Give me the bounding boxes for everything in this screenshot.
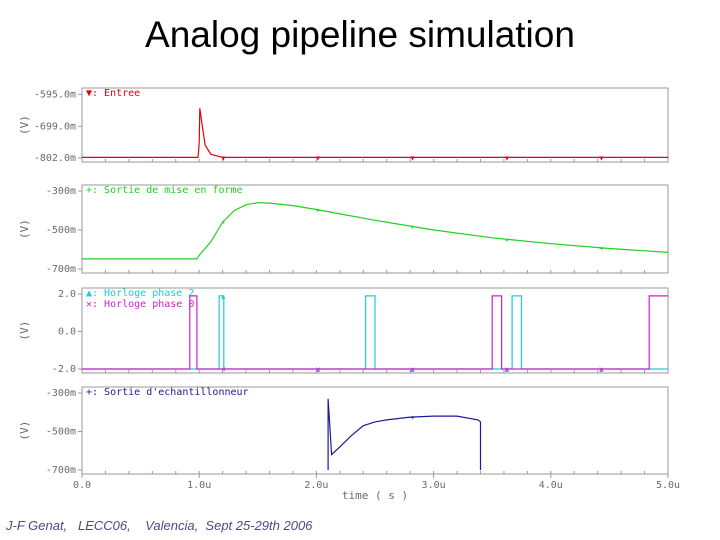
series-marker: ▲ xyxy=(220,294,227,301)
x-tick-label: 3.0u xyxy=(422,480,446,491)
series-marker: ▼ xyxy=(503,155,510,162)
series-line-1 xyxy=(82,108,668,158)
y-tick-label: -2.0 xyxy=(52,364,76,375)
y-tick-label: -700m xyxy=(46,465,76,476)
series-marker: ▼ xyxy=(314,155,321,162)
legend-entry: +: Sortie d'echantillonneur xyxy=(86,387,249,398)
y-tick-label: -300m xyxy=(46,388,76,399)
series-marker: + xyxy=(410,224,414,231)
x-tick-label: 5.0u xyxy=(656,480,680,491)
x-axis-title: time ( s ) xyxy=(342,489,408,502)
series-marker: + xyxy=(410,415,414,422)
series-marker: + xyxy=(316,208,320,215)
series-marker: ▼ xyxy=(220,155,227,162)
panel-frame xyxy=(81,287,669,374)
series-line-2 xyxy=(82,295,668,370)
panel-2: -300m -500m -700m (V) +: Sortie de mise en f… xyxy=(18,184,669,275)
y-axis-title: (V) xyxy=(18,115,31,135)
series-marker: ▼ xyxy=(409,155,416,162)
legend-entry: ✕: Horloge phase 0 xyxy=(86,299,194,310)
panel-frame xyxy=(81,386,669,475)
x-tick-label: 0.0 xyxy=(73,480,91,491)
series-line-1 xyxy=(82,202,669,260)
series-marker: ▲ xyxy=(503,367,510,374)
panel-4: -300m -500m -700m (V) +: Sortie d'echantillo… xyxy=(18,386,669,476)
y-tick-label: -500m xyxy=(46,427,76,438)
legend-entry: ▼: Entree xyxy=(86,88,140,99)
y-tick-label: -595.0m xyxy=(34,89,76,100)
series-marker: + xyxy=(599,246,603,253)
series-marker: ✕ xyxy=(315,367,321,374)
y-axis-title: (V) xyxy=(18,219,31,239)
series-marker: ✕ xyxy=(504,367,510,374)
series-marker: + xyxy=(221,219,225,226)
panel-frame xyxy=(81,184,669,274)
y-tick-label: -700m xyxy=(46,264,76,275)
x-tick-label: 1.0u xyxy=(187,480,211,491)
series-line-1 xyxy=(327,398,482,470)
y-tick-label: -500m xyxy=(46,225,76,236)
legend-entry: +: Sortie de mise en forme xyxy=(86,185,243,196)
y-tick-label: -699.0m xyxy=(34,121,76,132)
x-tick-label: 2.0u xyxy=(304,480,328,491)
y-tick-label: -300m xyxy=(46,186,76,197)
panel-3: 2.0 0.0 -2.0 (V) ▲: Horloge phase 2 ▲ ▲ ▲ ▲ ▲ ✕: H… xyxy=(18,287,669,375)
x-tick-label: 4.0u xyxy=(539,480,563,491)
series-marker: + xyxy=(505,237,509,244)
series-marker: ▲ xyxy=(314,367,321,374)
series-marker: ✕ xyxy=(409,367,415,374)
series-marker: ▼ xyxy=(598,155,605,162)
y-tick-label: 2.0 xyxy=(58,289,76,300)
slide-footer: J-F Genat, LECC06, Valencia, Sept 25-29t… xyxy=(6,518,313,533)
y-tick-label: 0.0 xyxy=(58,327,76,338)
panel-frame xyxy=(81,87,669,163)
legend-entry: ▲: Horloge phase 2 xyxy=(86,288,194,299)
series-marker: ▲ xyxy=(598,367,605,374)
series-marker: ✕ xyxy=(220,367,226,374)
series-marker: ✕ xyxy=(599,367,605,374)
series-line-1 xyxy=(82,295,668,370)
y-axis-title: (V) xyxy=(18,321,31,341)
y-axis-title: (V) xyxy=(18,421,31,441)
series-marker: ▲ xyxy=(409,367,416,374)
panel-1: -595.0m -699.0m -802.0m (V) ▼: Entree ▼ ▼ ▼ ▼ ▼ xyxy=(18,87,669,164)
slide-title: Analog pipeline simulation xyxy=(145,14,575,55)
y-tick-label: -802.0m xyxy=(34,153,76,164)
